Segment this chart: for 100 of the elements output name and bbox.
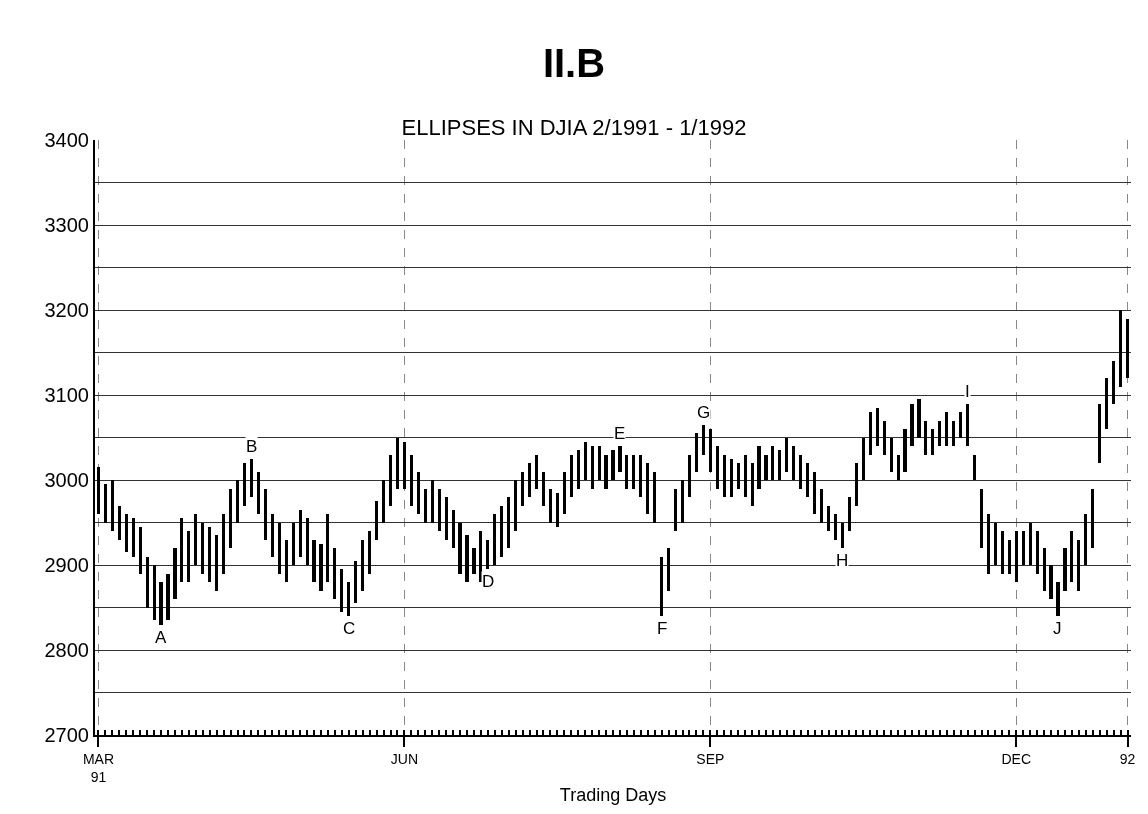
bar xyxy=(486,540,489,569)
chart-subtitle: ELLIPSES IN DJIA 2/1991 - 1/1992 xyxy=(401,115,747,141)
bar xyxy=(500,506,503,557)
x-axis-title: Trading Days xyxy=(559,784,667,805)
bar xyxy=(292,523,295,565)
bar xyxy=(632,455,635,489)
bar xyxy=(737,463,740,489)
bar xyxy=(611,450,615,480)
bar xyxy=(903,429,907,472)
bar xyxy=(695,433,698,472)
y-tick-label: 2700 xyxy=(44,724,89,746)
bar xyxy=(806,463,809,497)
bar xyxy=(890,438,893,472)
bar xyxy=(556,493,559,527)
bar xyxy=(375,501,378,540)
bar xyxy=(493,514,496,565)
y-tick-label: 3100 xyxy=(44,384,89,406)
bar xyxy=(764,455,768,480)
bar xyxy=(639,455,642,497)
bar xyxy=(1098,404,1101,463)
bar xyxy=(820,489,823,523)
bar xyxy=(1063,548,1067,591)
bar xyxy=(146,557,149,608)
bar xyxy=(681,480,684,523)
bar xyxy=(591,446,594,489)
bar xyxy=(1084,514,1087,565)
bar xyxy=(229,489,232,548)
bar xyxy=(751,463,754,506)
bar xyxy=(1070,531,1073,582)
bar xyxy=(1119,310,1122,387)
bar xyxy=(1112,361,1115,404)
bar xyxy=(104,484,107,523)
bar xyxy=(834,514,837,540)
y-tick-label: 3200 xyxy=(44,299,89,321)
bar xyxy=(438,489,441,531)
bar xyxy=(688,455,691,497)
bar xyxy=(326,514,329,582)
bar xyxy=(215,535,218,591)
bar xyxy=(931,429,934,455)
bar xyxy=(236,480,239,523)
bar xyxy=(382,480,385,523)
bar xyxy=(194,514,197,565)
bar xyxy=(563,472,566,514)
bar xyxy=(757,446,761,489)
x-tick-label: JUN xyxy=(390,750,419,767)
bar xyxy=(132,518,135,557)
bar xyxy=(97,467,100,514)
bar xyxy=(716,446,719,489)
bar xyxy=(173,548,177,599)
bar xyxy=(618,446,622,472)
data-label: C xyxy=(343,619,356,638)
bar xyxy=(1008,540,1011,574)
bar xyxy=(208,527,211,582)
bar xyxy=(653,472,656,523)
bar xyxy=(674,489,677,531)
bar xyxy=(319,544,323,591)
bar xyxy=(1091,489,1094,548)
bar xyxy=(166,574,170,620)
bar xyxy=(785,438,788,472)
x-tick-label: SEP xyxy=(696,750,725,767)
bar xyxy=(577,450,580,489)
bar xyxy=(285,540,288,582)
bar xyxy=(306,518,309,565)
bar xyxy=(660,557,663,616)
data-label: A xyxy=(155,628,167,647)
bar xyxy=(1029,523,1032,565)
bar xyxy=(1015,531,1018,582)
bar xyxy=(410,455,413,506)
bar xyxy=(118,506,121,540)
bar xyxy=(604,455,608,489)
bar xyxy=(361,540,364,591)
data-label: D xyxy=(482,572,495,591)
bar xyxy=(959,412,962,438)
bar xyxy=(222,514,225,574)
bar xyxy=(396,438,399,489)
bar xyxy=(994,523,997,565)
bar xyxy=(1105,378,1108,429)
y-tick-label: 2900 xyxy=(44,554,89,576)
bar xyxy=(667,548,670,591)
bar xyxy=(312,540,316,582)
bar xyxy=(869,412,872,455)
chart-title: II.B xyxy=(542,40,606,85)
bar xyxy=(584,442,587,480)
bar xyxy=(709,429,712,472)
bar xyxy=(514,480,517,531)
bar xyxy=(966,404,969,446)
data-label: I xyxy=(965,382,970,401)
bar xyxy=(952,421,955,446)
bar xyxy=(1036,531,1039,574)
bar xyxy=(389,455,392,506)
data-label: B xyxy=(246,437,258,456)
bar xyxy=(243,463,246,506)
bar xyxy=(570,455,573,497)
bar xyxy=(299,510,302,557)
bar xyxy=(201,523,204,574)
data-label: J xyxy=(1053,619,1062,638)
bar xyxy=(744,455,747,497)
bar xyxy=(111,480,114,531)
bar xyxy=(938,421,941,446)
bar xyxy=(848,497,851,531)
